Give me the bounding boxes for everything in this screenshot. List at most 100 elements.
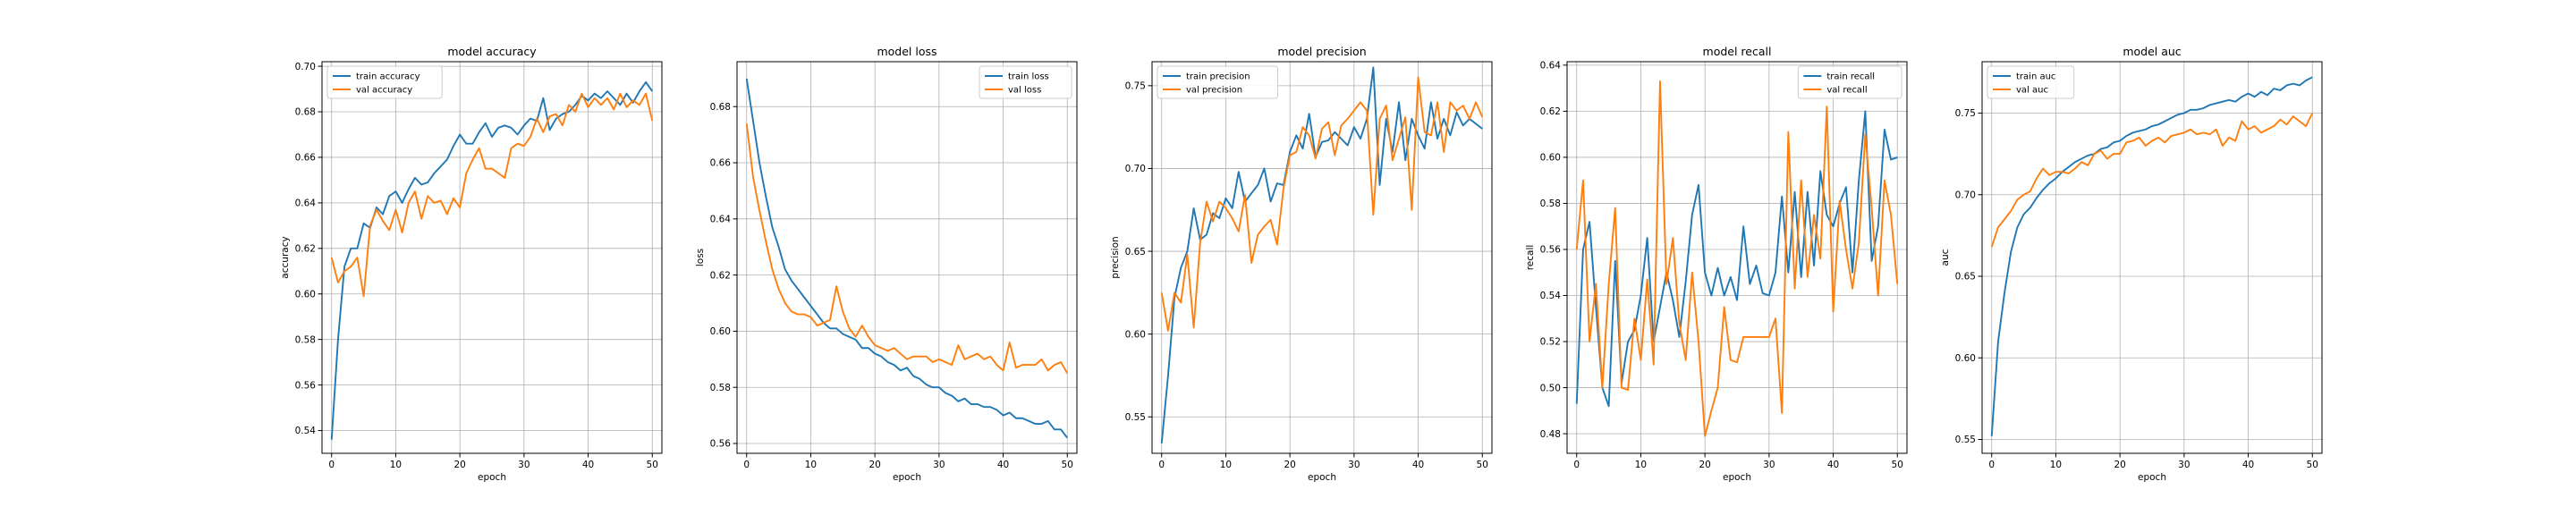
series-line-train: [1160, 66, 1483, 443]
legend: train loss val loss: [979, 65, 1072, 99]
series-line-val: [1575, 80, 1899, 437]
x-tick-label: 30: [933, 460, 945, 470]
legend-box: [326, 65, 443, 99]
x-tick-label: 0: [1573, 460, 1580, 470]
x-tick-label: 0: [743, 460, 750, 470]
legend-label-train: train recall: [1826, 72, 1875, 82]
y-tick-label: 0.64: [710, 215, 732, 225]
x-tick-label: 20: [1699, 460, 1710, 470]
x-tick-label: 0: [328, 460, 335, 470]
x-tick-label: 10: [2050, 460, 2062, 470]
y-tick-label: 0.68: [295, 107, 316, 118]
legend-label-val: val precision: [1186, 86, 1242, 96]
y-tick-label: 0.60: [295, 289, 316, 300]
x-tick-label: 10: [805, 460, 817, 470]
y-tick-label: 0.68: [710, 102, 731, 113]
y-tick-label: 0.70: [295, 62, 316, 72]
y-tick-label: 0.56: [710, 439, 732, 450]
legend-label-train: train precision: [1186, 72, 1250, 82]
x-tick-label: 40: [2242, 460, 2254, 470]
y-tick-label: 0.56: [295, 380, 317, 391]
x-axis-label: epoch: [1723, 472, 1751, 483]
chart-title: model recall: [1703, 45, 1772, 58]
y-axis-label: recall: [1525, 245, 1536, 271]
y-tick-label: 0.66: [295, 153, 317, 164]
series-line-train: [1575, 110, 1898, 408]
y-tick-label: 0.60: [1125, 329, 1146, 340]
plot-frame: [736, 61, 1078, 454]
legend-box: [979, 65, 1072, 99]
y-tick-label: 0.62: [295, 244, 316, 255]
y-tick-label: 0.66: [710, 158, 732, 169]
y-tick-label: 0.60: [1540, 153, 1561, 164]
chart-title: model loss: [877, 45, 936, 58]
y-tick-label: 0.65: [1955, 272, 1976, 283]
x-axis-label: epoch: [478, 472, 506, 483]
y-axis-label: accuracy: [280, 236, 291, 278]
x-tick-label: 10: [1635, 460, 1647, 470]
chart-panel-1: 0 10 20 30 40 50 0.54 0.56 0.58 0.60 0.62 0.64 0.66 0…: [280, 45, 663, 483]
y-tick-label: 0.54: [295, 426, 317, 436]
legend: train accuracy val accuracy: [326, 65, 443, 99]
x-tick-label: 30: [518, 460, 530, 470]
y-tick-label: 0.60: [710, 326, 731, 337]
chart-panel-2: 0 10 20 30 40 50 0.56 0.58 0.60 0.62 0.64 0.66 0.68 m…: [695, 45, 1078, 483]
y-tick-label: 0.58: [710, 383, 731, 393]
y-tick-label: 0.65: [1125, 247, 1146, 258]
plot-frame: [1151, 61, 1493, 454]
x-tick-label: 20: [869, 460, 880, 470]
y-axis-label: loss: [695, 249, 706, 266]
x-tick-label: 10: [390, 460, 402, 470]
legend: train precision val precision: [1157, 65, 1278, 99]
x-tick-label: 40: [997, 460, 1009, 470]
legend-box: [1987, 65, 2075, 99]
x-tick-label: 10: [1220, 460, 1232, 470]
legend-box: [1157, 65, 1278, 99]
series-line-train: [1990, 76, 2313, 436]
y-axis-label: precision: [1110, 236, 1121, 278]
x-axis-label: epoch: [1308, 472, 1336, 483]
y-tick-label: 0.56: [1540, 245, 1562, 256]
legend-label-train: train auc: [2016, 72, 2055, 82]
y-tick-label: 0.50: [1540, 383, 1561, 393]
x-tick-label: 20: [453, 460, 465, 470]
legend: train auc val auc: [1987, 65, 2075, 99]
y-tick-label: 0.60: [1955, 353, 1976, 364]
y-tick-label: 0.55: [1125, 412, 1146, 423]
x-tick-label: 30: [1763, 460, 1775, 470]
series-line-val: [1990, 113, 2314, 248]
y-tick-label: 0.58: [1540, 198, 1561, 209]
legend-label-train: train loss: [1008, 72, 1049, 82]
y-tick-label: 0.62: [710, 270, 731, 281]
y-tick-label: 0.75: [1955, 108, 1976, 119]
legend-label-val: val auc: [2016, 86, 2048, 96]
series-line-val: [745, 122, 1069, 374]
x-tick-label: 50: [1892, 460, 1903, 470]
legend-label-val: val loss: [1008, 86, 1041, 96]
y-tick-label: 0.64: [295, 198, 317, 209]
legend: train recall val recall: [1797, 65, 1902, 99]
x-tick-label: 30: [1348, 460, 1360, 470]
series-line-train: [330, 80, 654, 440]
y-tick-label: 0.70: [1125, 164, 1146, 174]
series-line-val: [1160, 76, 1484, 332]
x-tick-label: 50: [1062, 460, 1073, 470]
legend-box: [1797, 65, 1902, 99]
y-tick-label: 0.48: [1540, 429, 1561, 440]
chart-title: model accuracy: [447, 45, 537, 58]
chart-panel-3: 0 10 20 30 40 50 0.55 0.60 0.65 0.70 0.75 model pre…: [1110, 45, 1493, 483]
x-tick-label: 40: [582, 460, 594, 470]
x-axis-label: epoch: [2138, 472, 2166, 483]
plot-frame: [1981, 61, 2323, 454]
series-line-val: [330, 92, 654, 298]
x-tick-label: 50: [1477, 460, 1488, 470]
y-tick-label: 0.62: [1540, 106, 1561, 117]
y-tick-label: 0.58: [295, 334, 316, 345]
legend-label-val: val accuracy: [356, 86, 412, 96]
chart-title: model precision: [1277, 45, 1366, 58]
plot-frame: [321, 61, 663, 454]
legend-label-train: train accuracy: [356, 72, 420, 82]
y-tick-label: 0.64: [1540, 61, 1562, 72]
x-tick-label: 50: [647, 460, 658, 470]
